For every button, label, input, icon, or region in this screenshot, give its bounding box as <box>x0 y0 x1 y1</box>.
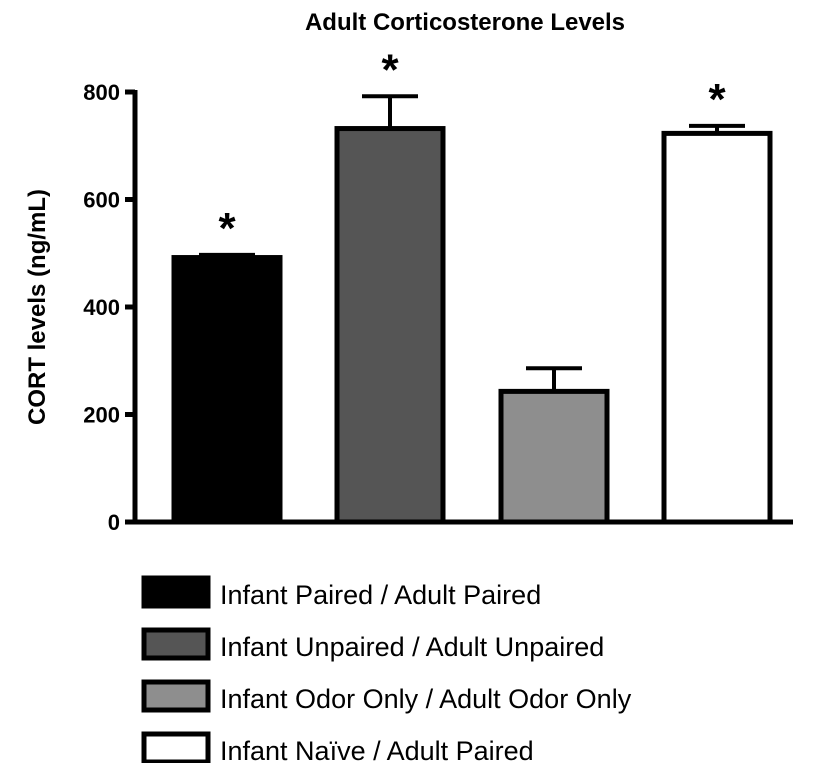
bar <box>498 388 610 525</box>
legend-swatch <box>141 627 211 661</box>
bar <box>171 255 283 525</box>
y-tick-label: 200 <box>83 403 120 428</box>
legend-label: Infant Paired / Adult Paired <box>220 580 541 610</box>
chart-title: Adult Corticosterone Levels <box>305 9 625 36</box>
legend-swatch <box>141 575 211 609</box>
significance-star: * <box>218 204 236 253</box>
legend-swatch <box>141 679 211 713</box>
y-tick-label: 800 <box>83 80 120 105</box>
legend-label: Infant Naïve / Adult Paired <box>220 736 534 763</box>
significance-star: * <box>381 45 399 94</box>
y-tick-label: 0 <box>108 510 120 535</box>
bar <box>661 130 773 525</box>
significance-star: * <box>708 75 726 124</box>
bars: * * * <box>171 45 773 525</box>
y-tick-label: 400 <box>83 295 120 320</box>
y-tick-label: 600 <box>83 188 120 213</box>
y-axis-label: CORT levels (ng/mL) <box>24 189 51 425</box>
legend-label: Infant Odor Only / Adult Odor Only <box>220 684 632 714</box>
legend: Infant Paired / Adult Paired Infant Unpai… <box>141 575 632 763</box>
legend-swatch <box>141 731 211 763</box>
bar <box>334 126 446 525</box>
legend-label: Infant Unpaired / Adult Unpaired <box>220 632 604 662</box>
